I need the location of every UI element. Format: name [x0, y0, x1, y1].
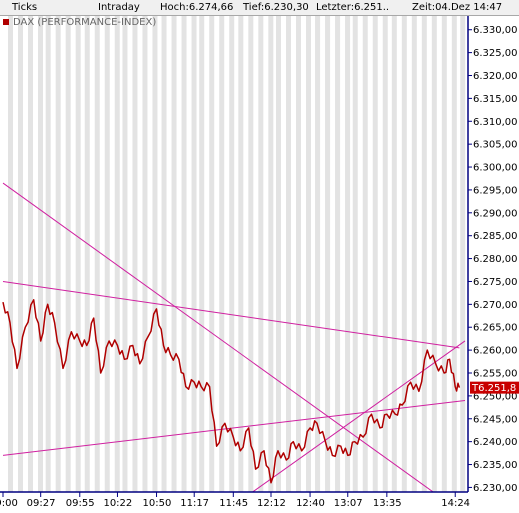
y-tick-label: 6.235,00 [473, 460, 518, 471]
grid-stripe [28, 16, 33, 492]
grid-stripe [229, 16, 235, 492]
x-tick-label: 09:55 [66, 498, 95, 509]
y-tick-label: 6.290,00 [473, 208, 518, 219]
last-value: Letzter:6.251.. [316, 2, 390, 13]
grid-stripe [248, 16, 254, 492]
grid-stripe [451, 16, 457, 492]
x-tick-label: 13:07 [334, 498, 363, 509]
time-value: Zeit:04.Dez 14:47 [412, 2, 503, 13]
grid-stripe [305, 16, 311, 492]
x-tick-label: 12:12 [257, 498, 286, 509]
ticks-selector[interactable]: Ticks [12, 2, 38, 13]
grid-stripe [441, 16, 447, 492]
x-tick-label: 09:00 [0, 498, 18, 509]
intraday-chart: 6.330,00 6.325,00 6.320,00 6.315,00 6.310,00… [0, 16, 519, 513]
x-tick-label: 10:50 [143, 498, 172, 509]
grid-stripe [55, 16, 61, 492]
y-tick-label: 6.245,00 [473, 414, 518, 425]
grid-stripe [8, 16, 13, 492]
y-tick-label: 6.320,00 [473, 71, 518, 82]
grid-stripe [152, 16, 158, 492]
grid-stripe [114, 16, 120, 492]
grid-stripe [335, 16, 341, 492]
grid-stripe [411, 16, 417, 492]
grid-stripe [382, 16, 388, 492]
y-tick-label: 6.280,00 [473, 254, 518, 265]
grid-stripe [219, 16, 225, 492]
grid-stripe [142, 16, 148, 492]
grid-stripe [38, 16, 43, 492]
x-tick-label: 12:40 [296, 498, 325, 509]
y-tick-label: 6.260,00 [473, 346, 518, 357]
grid-stripe [191, 16, 197, 492]
grid-stripe [161, 16, 167, 492]
grid-stripe [94, 16, 100, 492]
x-tick-label: 14:24 [441, 498, 470, 509]
grid-stripe [104, 16, 110, 492]
grid-stripe [391, 16, 397, 492]
y-tick-label: 6.310,00 [473, 117, 518, 128]
x-tick-label: 10:22 [103, 498, 132, 509]
low-value: Tief:6.230,30 [243, 2, 309, 13]
trendline [2, 280, 460, 349]
x-tick-label: 13:35 [373, 498, 402, 509]
grid-stripe [45, 16, 51, 492]
y-tick-label: 6.295,00 [473, 185, 518, 196]
trendline [2, 399, 466, 456]
chart-toolbar: Ticks Intraday Hoch:6.274,66 Tief:6.230,… [0, 0, 519, 16]
last-value-badge-label: T6.251,8 [471, 383, 516, 394]
x-axis-band [0, 492, 519, 513]
grid-stripe [352, 16, 358, 492]
grid-stripe [421, 16, 427, 492]
price-series-line [2, 299, 461, 484]
grid-stripe [275, 16, 281, 492]
grid-stripe [431, 16, 437, 492]
y-tick-label: 6.275,00 [473, 277, 518, 288]
high-value: Hoch:6.274,66 [160, 2, 234, 13]
x-tick-label: 09:27 [27, 498, 56, 509]
grid-stripe [372, 16, 378, 492]
grid-stripe [209, 16, 215, 492]
y-tick-label: 6.300,00 [473, 163, 518, 174]
grid-stripe [295, 16, 301, 492]
y-tick-label: 6.240,00 [473, 437, 518, 448]
y-tick-label: 6.250,00 [473, 391, 518, 402]
y-tick-label: 6.265,00 [473, 323, 518, 334]
y-tick-label: 6.270,00 [473, 300, 518, 311]
chart-legend: DAX (PERFORMANCE-INDEX) [3, 16, 157, 28]
y-tick-label: 6.255,00 [473, 369, 518, 380]
y-tick-label: 6.315,00 [473, 94, 518, 105]
grid-stripe [460, 16, 466, 492]
grid-stripe [362, 16, 368, 492]
legend-color-square [3, 19, 9, 25]
y-tick-label: 6.330,00 [473, 25, 518, 36]
grid-stripe [84, 16, 90, 492]
grid-stripe [285, 16, 291, 492]
grid-stripe [325, 16, 331, 492]
grid-stripe [345, 16, 351, 492]
legend-label: DAX (PERFORMANCE-INDEX) [13, 16, 157, 28]
grid-stripe [132, 16, 138, 492]
grid-stripe [171, 16, 177, 492]
grid-stripe [258, 16, 264, 492]
grid-stripe [65, 16, 71, 492]
grid-stripe [268, 16, 274, 492]
grid-stripe [122, 16, 128, 492]
x-tick-label: 11:45 [219, 498, 248, 509]
trendline [2, 182, 464, 513]
grid-stripe [75, 16, 81, 492]
y-tick-label: 6.305,00 [473, 140, 518, 151]
y-tick-label: 6.285,00 [473, 231, 518, 242]
grid-stripe [18, 16, 23, 492]
y-tick-label: 6.230,00 [473, 483, 518, 494]
grid-stripe [238, 16, 244, 492]
period-selector[interactable]: Intraday [98, 2, 140, 13]
grid-stripe [199, 16, 205, 492]
last-value-badge [470, 381, 519, 394]
y-tick-label: 6.325,00 [473, 48, 518, 59]
grid-stripe [401, 16, 407, 492]
grid-stripe [181, 16, 187, 492]
grid-stripe [315, 16, 321, 492]
x-tick-label: 11:17 [180, 498, 209, 509]
